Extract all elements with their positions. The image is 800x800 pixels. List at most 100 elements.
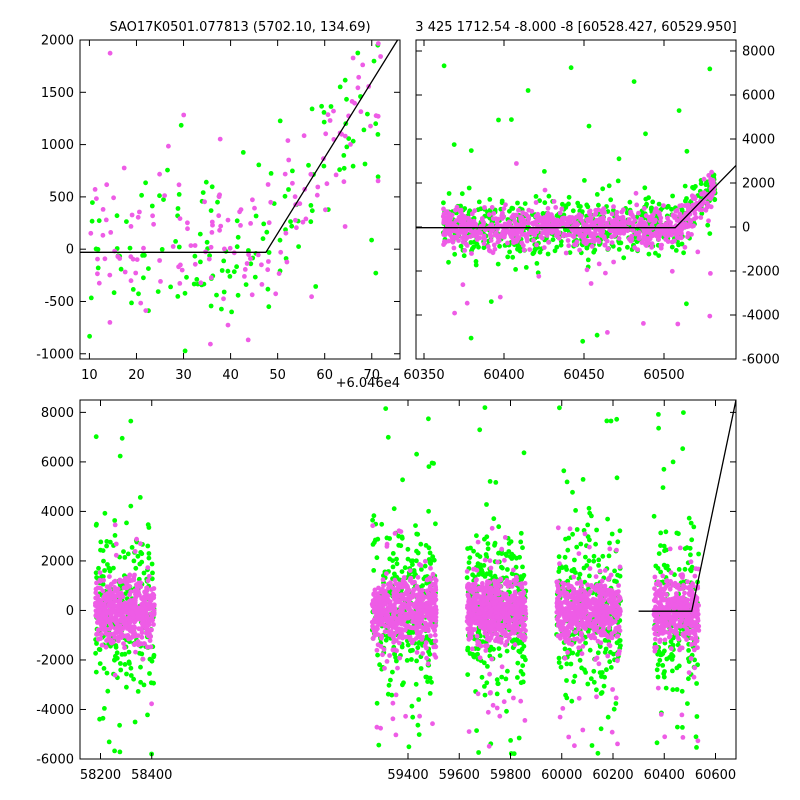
magenta-data-point — [141, 610, 146, 616]
magenta-data-point — [386, 585, 391, 591]
magenta-data-point — [292, 194, 298, 200]
green-data-point — [165, 167, 170, 173]
magenta-data-point — [658, 219, 663, 224]
green-data-point — [140, 253, 146, 258]
magenta-data-point — [503, 591, 509, 597]
magenta-data-point — [484, 636, 490, 642]
magenta-data-point — [93, 590, 99, 596]
magenta-data-point — [124, 585, 130, 591]
magenta-data-point — [490, 702, 496, 708]
green-data-point — [707, 231, 713, 237]
green-data-point — [520, 545, 525, 551]
green-data-point — [391, 506, 397, 512]
magenta-data-point — [551, 228, 557, 233]
green-data-point — [425, 679, 430, 684]
green-data-point — [611, 706, 617, 712]
green-data-point — [361, 127, 367, 133]
magenta-data-point — [128, 604, 134, 610]
magenta-data-point — [407, 625, 413, 630]
green-data-point — [426, 416, 431, 422]
green-data-point — [603, 646, 609, 652]
magenta-data-point — [383, 601, 389, 607]
magenta-data-point — [488, 635, 494, 641]
magenta-data-point — [384, 571, 389, 576]
green-data-point — [234, 218, 240, 224]
green-data-point — [584, 563, 590, 568]
magenta-data-point — [419, 611, 425, 617]
magenta-data-point — [393, 732, 399, 738]
green-data-point — [591, 553, 597, 559]
magenta-data-point — [112, 672, 118, 678]
magenta-data-point — [506, 219, 512, 225]
green-data-point — [106, 739, 112, 745]
magenta-data-point — [489, 228, 495, 234]
magenta-data-point — [117, 598, 123, 603]
green-data-point — [499, 674, 505, 680]
green-data-point — [147, 671, 152, 676]
green-data-point — [229, 309, 235, 315]
green-data-point — [375, 536, 381, 542]
green-data-point — [390, 564, 396, 570]
green-data-point — [90, 200, 95, 206]
green-data-point — [573, 508, 578, 513]
magenta-data-point — [96, 601, 102, 606]
x-tick-label: 40 — [222, 368, 239, 383]
magenta-data-point — [689, 232, 694, 237]
magenta-data-point — [468, 228, 474, 234]
magenta-data-point — [402, 604, 408, 610]
magenta-data-point — [424, 577, 430, 583]
green-data-point — [96, 565, 101, 571]
magenta-data-point — [112, 586, 118, 592]
magenta-data-point — [150, 213, 156, 219]
magenta-data-point — [661, 203, 666, 209]
magenta-data-point — [591, 239, 597, 244]
magenta-data-point — [420, 592, 425, 598]
magenta-data-point — [96, 617, 102, 623]
magenta-data-point — [522, 232, 527, 237]
magenta-data-point — [538, 233, 543, 239]
magenta-data-point — [653, 230, 658, 236]
green-data-point — [474, 728, 479, 733]
magenta-data-point — [314, 192, 320, 198]
green-data-point — [371, 58, 377, 64]
green-data-point — [101, 558, 106, 564]
green-data-point — [513, 267, 518, 272]
magenta-data-point — [425, 628, 431, 634]
green-data-point — [509, 571, 515, 577]
magenta-data-point — [685, 234, 690, 240]
magenta-data-point — [94, 580, 99, 586]
green-data-point — [621, 255, 627, 261]
magenta-data-point — [658, 227, 664, 233]
magenta-data-point — [371, 592, 377, 597]
green-data-point — [484, 534, 490, 540]
magenta-data-point — [266, 220, 272, 226]
magenta-data-point — [151, 603, 157, 609]
magenta-data-point — [131, 625, 137, 631]
magenta-data-point — [469, 604, 475, 609]
green-data-point — [585, 681, 591, 687]
magenta-data-point — [522, 615, 528, 621]
green-data-point — [582, 178, 587, 183]
green-data-point — [414, 531, 420, 537]
magenta-data-point — [115, 254, 121, 259]
green-data-point — [422, 563, 428, 569]
magenta-data-point — [430, 591, 435, 597]
magenta-data-point — [378, 644, 384, 649]
green-data-point — [496, 117, 501, 123]
green-data-point — [416, 697, 422, 702]
magenta-data-point — [472, 228, 478, 234]
green-data-point — [592, 247, 598, 253]
green-data-point — [131, 676, 137, 682]
magenta-data-point — [534, 242, 539, 248]
green-data-point — [612, 578, 617, 584]
magenta-data-point — [492, 627, 497, 633]
green-data-point — [101, 666, 107, 671]
green-data-point — [289, 223, 295, 229]
green-data-point — [288, 219, 293, 225]
green-data-point — [481, 245, 487, 251]
magenta-data-point — [692, 211, 698, 216]
magenta-data-point — [282, 171, 288, 177]
magenta-data-point — [452, 310, 457, 316]
magenta-data-point — [391, 590, 397, 595]
magenta-data-point — [576, 695, 582, 701]
